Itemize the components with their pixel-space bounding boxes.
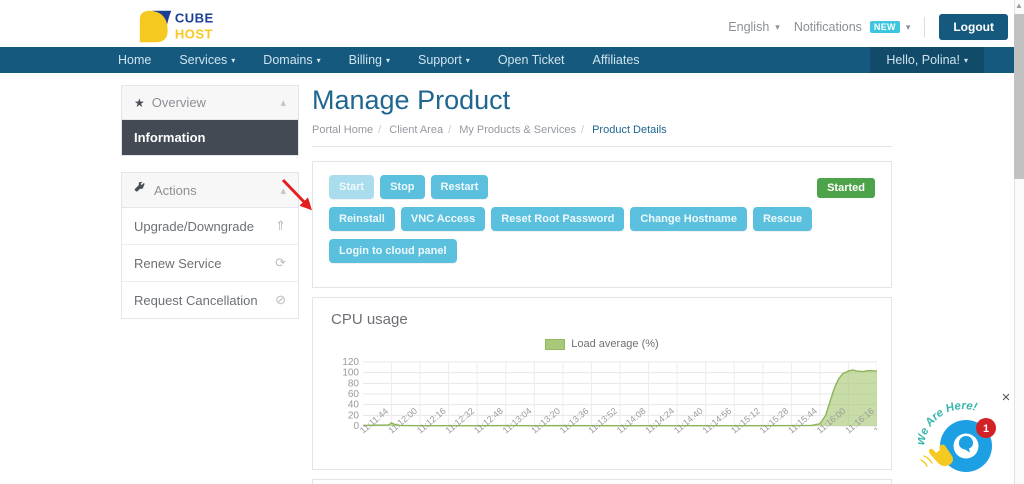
svg-text:40: 40 [348,400,360,411]
svg-text:80: 80 [348,378,360,389]
svg-text:120: 120 [342,357,359,368]
svg-text:×: × [1002,389,1010,406]
svg-text:20: 20 [348,410,360,421]
svg-text:11:11:44: 11:11:44 [358,406,390,435]
svg-text:HOST: HOST [175,27,213,42]
svg-text:100: 100 [342,368,359,379]
svg-text:1: 1 [983,423,989,435]
svg-text:CUBE: CUBE [175,10,214,25]
svg-text:60: 60 [348,389,360,400]
